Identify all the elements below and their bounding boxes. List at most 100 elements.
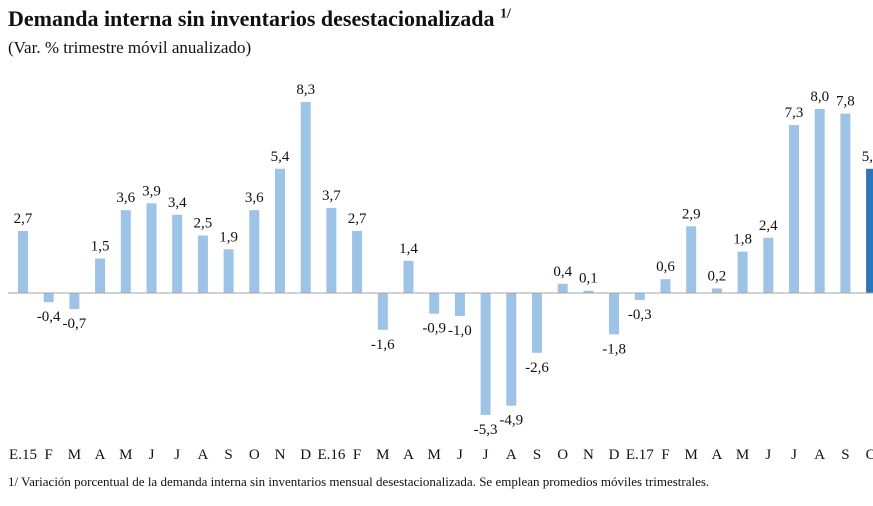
bar xyxy=(326,207,337,293)
data-label: 5,4 xyxy=(271,149,290,165)
data-label: 3,4 xyxy=(168,195,187,211)
data-label: -0,4 xyxy=(37,309,61,325)
data-label: 3,7 xyxy=(322,188,341,204)
data-label: -1,6 xyxy=(371,337,395,353)
x-tick-label: A xyxy=(711,447,722,463)
footnote: 1/ Variación porcentual de la demanda in… xyxy=(8,474,710,489)
data-label: -0,7 xyxy=(63,316,87,332)
data-label: 8,0 xyxy=(810,89,829,105)
data-label: 7,8 xyxy=(836,94,855,110)
x-tick-label: M xyxy=(736,447,749,463)
data-label: 5,4 xyxy=(862,149,873,165)
bar xyxy=(249,210,260,293)
bar xyxy=(454,293,465,316)
data-label: 3,6 xyxy=(116,190,135,206)
bar xyxy=(763,237,774,293)
x-tick-label: O xyxy=(249,447,260,463)
title-note: 1/ xyxy=(499,6,511,22)
bar xyxy=(634,293,645,300)
bar xyxy=(352,230,363,293)
x-tick-label: D xyxy=(609,447,620,463)
x-tick-label: A xyxy=(814,447,825,463)
bar xyxy=(711,288,722,293)
bar xyxy=(377,293,388,330)
x-tick-label: J xyxy=(791,447,797,463)
data-label: 0,6 xyxy=(656,259,675,275)
data-label: 1,8 xyxy=(733,232,752,248)
bar xyxy=(506,293,517,406)
data-label: 1,4 xyxy=(399,241,418,257)
x-tick-label: J xyxy=(483,447,489,463)
data-label: -4,9 xyxy=(499,413,523,429)
bar xyxy=(557,283,568,293)
data-label: -1,0 xyxy=(448,323,472,339)
chart-title: Demanda interna sin inventarios desestac… xyxy=(8,6,511,32)
data-label: -2,6 xyxy=(525,360,549,376)
data-label: 2,7 xyxy=(348,211,367,227)
x-tick-label: A xyxy=(403,447,414,463)
bar xyxy=(95,258,106,293)
data-label: 1,9 xyxy=(219,229,238,245)
bar xyxy=(429,293,440,314)
bar xyxy=(300,102,311,293)
bar xyxy=(18,230,28,293)
x-tick-label: F xyxy=(45,447,53,463)
x-tick-label: J xyxy=(174,447,180,463)
chart: 2,7 E.15 -0,4 F -0,7 M 1,5 A 3,6 M 3,9 J 3,4 J 2,5 A 1,9… xyxy=(8,82,873,463)
data-label: -1,8 xyxy=(602,341,626,357)
bar xyxy=(660,279,671,293)
x-tick-label: A xyxy=(197,447,208,463)
data-label: 1,5 xyxy=(91,239,110,255)
x-tick-label: E.16 xyxy=(317,447,345,463)
bar xyxy=(840,113,851,293)
bar xyxy=(789,125,799,293)
bar xyxy=(866,168,873,293)
data-label: 3,6 xyxy=(245,190,264,206)
x-tick-label: S xyxy=(841,447,849,463)
x-tick-label: N xyxy=(583,447,594,463)
data-label: -5,3 xyxy=(474,422,498,438)
bar xyxy=(583,290,594,293)
bar xyxy=(275,168,285,293)
x-tick-label: A xyxy=(506,447,517,463)
bar xyxy=(814,109,825,293)
x-tick-label: M xyxy=(119,447,132,463)
x-tick-label: J xyxy=(457,447,463,463)
bar xyxy=(223,249,234,293)
bar xyxy=(609,293,620,335)
x-tick-label: M xyxy=(376,447,389,463)
data-label: 0,1 xyxy=(579,271,598,287)
bar xyxy=(146,203,157,293)
data-label: -0,3 xyxy=(628,307,652,323)
data-label: 2,4 xyxy=(759,218,778,234)
x-tick-label: S xyxy=(224,447,232,463)
data-label: 7,3 xyxy=(785,105,804,121)
x-tick-label: S xyxy=(533,447,541,463)
x-tick-label: O xyxy=(866,447,873,463)
bar xyxy=(480,293,491,415)
bar xyxy=(686,226,697,293)
data-label: 3,9 xyxy=(142,183,161,199)
bar xyxy=(172,214,183,293)
x-tick-label: J xyxy=(765,447,771,463)
x-tick-label: A xyxy=(95,447,106,463)
data-label: 2,5 xyxy=(194,216,213,232)
bar xyxy=(120,210,131,293)
x-tick-label: E.17 xyxy=(626,447,654,463)
x-tick-label: N xyxy=(275,447,286,463)
data-label: 2,7 xyxy=(14,211,33,227)
bar xyxy=(69,293,80,310)
bar xyxy=(403,260,414,293)
x-tick-label: O xyxy=(557,447,568,463)
x-tick-label: M xyxy=(68,447,81,463)
data-label: 8,3 xyxy=(296,82,315,98)
title-text: Demanda interna sin inventarios desestac… xyxy=(8,6,495,31)
bar xyxy=(43,293,54,303)
x-tick-label: J xyxy=(149,447,155,463)
x-tick-label: D xyxy=(300,447,311,463)
bar xyxy=(197,235,208,293)
x-tick-label: F xyxy=(661,447,669,463)
x-tick-label: F xyxy=(353,447,361,463)
chart-subtitle: (Var. % trimestre móvil anualizado) xyxy=(8,38,252,57)
